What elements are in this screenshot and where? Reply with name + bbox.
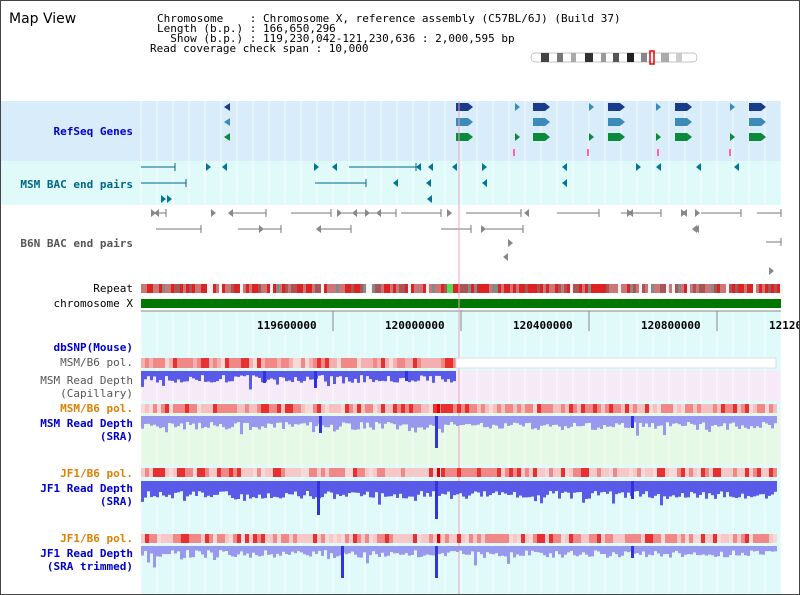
track-label-b6n-bac[interactable]: B6N BAC end pairs xyxy=(20,237,133,250)
track-label-jf1-b6-pol[interactable]: JF1/B6 pol. xyxy=(60,467,133,480)
chromosome-ideogram-icon xyxy=(530,50,698,65)
track-label-msm-depth-cap-sub: (Capillary) xyxy=(60,387,133,400)
ruler-tick-4: 120800000 xyxy=(641,319,701,332)
read-depth-tracks xyxy=(141,371,777,578)
track-label-msm-depth-sra[interactable]: MSM Read Depth xyxy=(40,417,133,430)
track-label-jf1-b6-pol-2[interactable]: JF1/B6 pol. xyxy=(60,532,133,545)
track-label-msm-b6-pol-2[interactable]: MSM/B6 pol. xyxy=(60,402,133,415)
chromosome-info: Chromosome : Chromosome X, reference ass… xyxy=(157,12,621,25)
b6n-bac-track xyxy=(151,209,782,275)
track-label-jf1-depth-sra[interactable]: JF1 Read Depth xyxy=(40,482,133,495)
grid-lines xyxy=(140,101,782,594)
track-label-dbsnp[interactable]: dbSNP(Mouse) xyxy=(53,341,133,354)
track-label-jf1-depth-trim[interactable]: JF1 Read Depth xyxy=(40,547,133,560)
track-label-chromosome: chromosome X xyxy=(53,297,133,310)
track-label-repeat: Repeat xyxy=(93,282,133,295)
track-label-msm-depth-sra-sub: (SRA) xyxy=(99,430,133,443)
track-label-jf1-depth-trim-sub: (SRA trimmed) xyxy=(46,560,133,573)
track-label-msm-depth-cap[interactable]: MSM Read Depth xyxy=(40,374,133,387)
track-label-msm-b6-pol[interactable]: MSM/B6 pol. xyxy=(60,356,133,369)
page-title: Map View xyxy=(9,11,77,27)
repeat-track xyxy=(141,284,783,293)
ruler xyxy=(141,310,781,331)
ruler-tick-2: 120000000 xyxy=(385,319,445,332)
ruler-tick-1: 119600000 xyxy=(257,319,317,332)
track-label-msm-bac[interactable]: MSM BAC end pairs xyxy=(20,178,133,191)
track-label-refseq[interactable]: RefSeq Genes xyxy=(53,125,133,138)
show-range-info: Show (b.p.) : 119,230,042-121,230,636 : … xyxy=(157,32,515,45)
ruler-tick-5: 12120 xyxy=(769,319,800,332)
msm-bac-band xyxy=(1,161,781,205)
chromosome-bar xyxy=(141,299,781,308)
refseq-genes-track xyxy=(224,103,766,156)
msm-bac-track xyxy=(141,163,739,203)
polymorphism-tracks xyxy=(141,357,777,543)
refseq-band xyxy=(1,101,781,161)
coverage-span-info: Read coverage check span : 10,000 xyxy=(150,42,369,55)
ruler-tick-3: 120400000 xyxy=(513,319,573,332)
length-info: Length (b.p.) : 166,650,296 xyxy=(157,22,336,35)
track-label-jf1-depth-sra-sub: (SRA) xyxy=(99,495,133,508)
